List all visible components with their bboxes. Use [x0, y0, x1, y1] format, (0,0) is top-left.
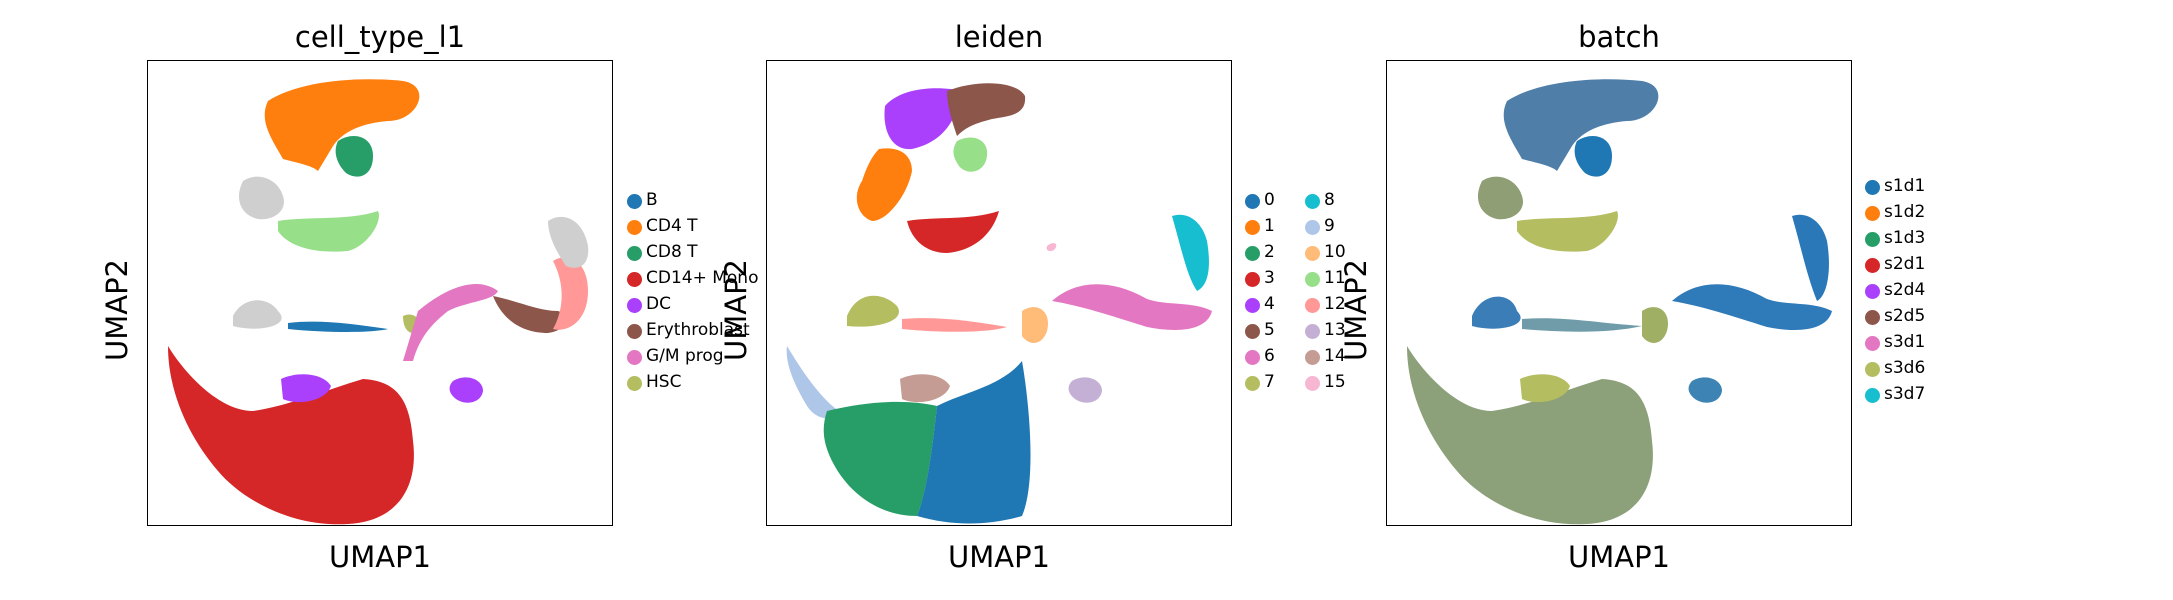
cluster-3	[907, 211, 999, 253]
umap-panel-batch: batch UMAP2 UMAP1 s1d1 s1d2 s1d3 s2d1 s2…	[1240, 0, 1964, 600]
cluster-dc	[281, 374, 331, 403]
legend-dot	[1305, 298, 1320, 313]
y-axis-label: UMAP2	[1339, 258, 1373, 362]
plot-area	[147, 60, 613, 526]
cluster-0	[917, 361, 1031, 524]
cluster-erythroblast	[493, 296, 567, 333]
cluster-10	[1022, 307, 1048, 343]
cluster-8	[1172, 214, 1209, 291]
cluster-12	[902, 318, 1007, 332]
legend-dot	[627, 194, 642, 209]
legend-dot	[1245, 246, 1260, 261]
legend-dot	[1865, 284, 1880, 299]
x-axis-label: UMAP1	[947, 540, 1051, 574]
cluster-14	[900, 374, 950, 403]
cluster-cd14-mono	[168, 346, 414, 525]
batch-mixed-arm	[1642, 307, 1668, 343]
umap-scatter-batch	[1407, 79, 1832, 525]
x-axis-label: UMAP1	[328, 540, 432, 574]
legend-dot	[1865, 388, 1880, 403]
legend-dot	[1865, 258, 1880, 273]
batch-mixed-mid	[1472, 296, 1521, 329]
legend-dot	[1305, 220, 1320, 235]
cluster-gray-right	[548, 216, 589, 268]
cluster-9	[786, 346, 842, 419]
x-axis-label: UMAP1	[1567, 540, 1671, 574]
plot-area	[766, 60, 1232, 526]
batch-mixed-band	[1522, 318, 1642, 332]
cluster-13	[1068, 377, 1102, 403]
y-axis-label: UMAP2	[100, 258, 134, 362]
batch-mixed-bottom	[1407, 346, 1653, 525]
batch-mixed-small-blob	[1688, 377, 1722, 403]
legend-dot	[1245, 220, 1260, 235]
cluster-gm-prog	[403, 283, 498, 361]
plot-title: batch	[1578, 20, 1660, 54]
umap-panel-leiden: leiden UMAP2 UMAP1 0 1 2 3 4 5 6	[620, 0, 1346, 600]
plot-title: leiden	[954, 20, 1044, 54]
legend-dot	[1245, 376, 1260, 391]
cluster-gray-mid	[233, 300, 282, 329]
cluster-cd8-t	[335, 136, 373, 177]
cluster-15	[1046, 243, 1057, 252]
plot-area	[1386, 60, 1852, 526]
cluster-light-green	[278, 211, 379, 252]
cluster-5	[947, 83, 1026, 136]
batch-mixed-left	[1477, 176, 1523, 220]
cluster-1	[856, 148, 912, 221]
legend-dot	[627, 246, 642, 261]
batch-mixed-right-top	[1792, 214, 1829, 301]
legend-dot	[627, 324, 642, 339]
legend-dot	[627, 376, 642, 391]
legend-dot	[1305, 194, 1320, 209]
legend-dot	[1245, 298, 1260, 313]
cluster-11	[953, 137, 988, 172]
legend-dot	[1865, 310, 1880, 325]
legend-dot	[1245, 324, 1260, 339]
plot-title: cell_type_l1	[294, 20, 466, 54]
cluster-b	[288, 321, 388, 332]
batch-mixed-top-loop	[1503, 79, 1659, 171]
legend-dot	[627, 220, 642, 235]
umap-scatter-leiden	[786, 83, 1212, 524]
legend-dot	[1245, 350, 1260, 365]
umap-panel-cell-type: cell_type_l1 UMAP2 UMAP1 B CD4 T	[0, 0, 758, 600]
legend-dot	[1865, 180, 1880, 195]
batch-mixed-top-small	[1574, 136, 1612, 177]
batch-mixed-right	[1672, 284, 1832, 330]
legend-dot	[1865, 336, 1880, 351]
legend-dot	[1305, 376, 1320, 391]
umap-scatter-cell-type	[168, 79, 589, 525]
legend-dot	[1305, 246, 1320, 261]
legend-dot	[1865, 362, 1880, 377]
cluster-gray-top	[238, 176, 284, 220]
cluster-pink-tip	[553, 257, 588, 330]
legend-dot	[1305, 272, 1320, 287]
batch-mixed-tail	[1517, 211, 1618, 252]
legend-dot	[1245, 272, 1260, 287]
cluster-dc-small	[449, 377, 483, 403]
legend-dot	[1305, 324, 1320, 339]
legend-dot	[1865, 232, 1880, 247]
cluster-cd4-t	[264, 79, 420, 171]
legend: s1d1 s1d2 s1d3 s2d1 s2d4 s2d5 s3d1 s3d6 …	[1865, 176, 1975, 416]
legend-dot	[1245, 194, 1260, 209]
cluster-2	[823, 401, 937, 516]
legend: 0 1 2 3 4 5 6 7 8 9 10 11 12 13 14 15	[1245, 190, 1355, 410]
legend-dot	[1865, 206, 1880, 221]
legend-dot	[627, 272, 642, 287]
legend-dot	[627, 298, 642, 313]
legend-dot	[627, 350, 642, 365]
batch-mixed-bottom-top	[1520, 374, 1570, 403]
cluster-6	[1052, 284, 1212, 330]
legend: B CD4 T CD8 T CD14+ Mono DC Erythroblast…	[627, 190, 758, 410]
y-axis-label: UMAP2	[719, 258, 753, 362]
legend-dot	[1305, 350, 1320, 365]
cluster-7	[847, 295, 899, 327]
cluster-4	[884, 88, 962, 150]
